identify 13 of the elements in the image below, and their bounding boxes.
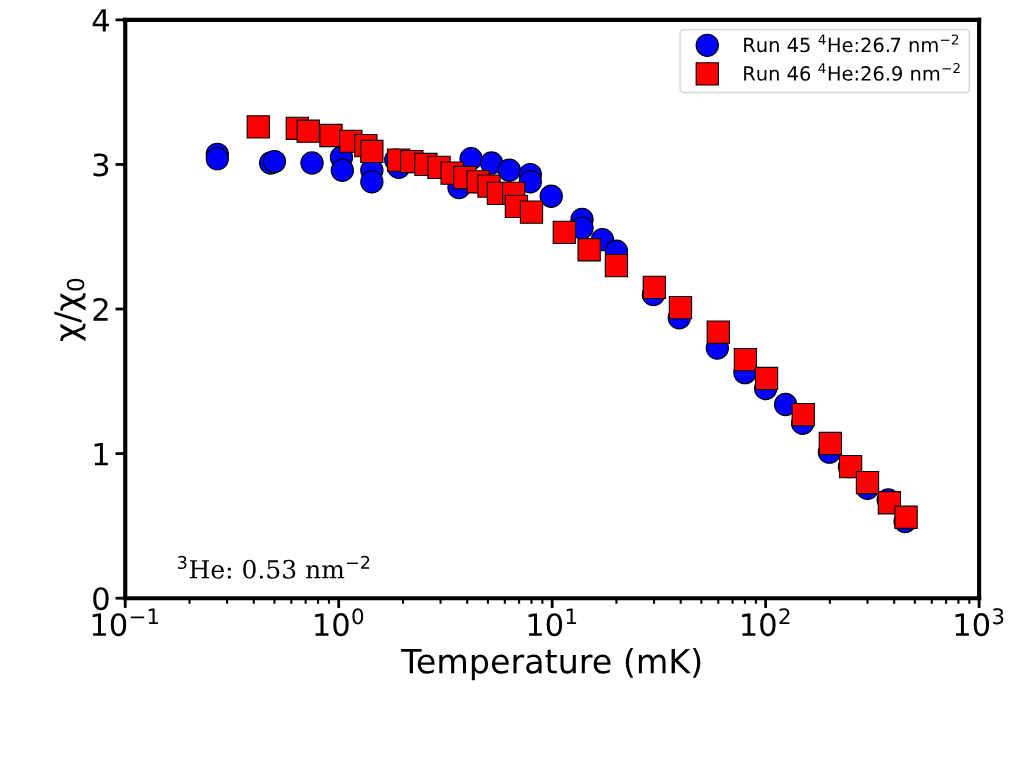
y-axis-title: χ/χ$_{0}$ [54, 278, 86, 342]
x-axis-title: Temperature (mK) [401, 647, 701, 681]
y-tick-label: 1 [94, 442, 108, 466]
legend-label: Run 45 $^{4}$He:26.7 nm$^{−2}$ [744, 34, 959, 53]
x-tick-label: 10$^{3}$ [955, 608, 1004, 637]
x-tick-label: 10$^{0}$ [315, 608, 364, 637]
legend-label: Run 46 $^{4}$He:26.9 nm$^{−2}$ [744, 62, 960, 81]
annotation: $^{3}$He: 0.53 nm$^{−2}$ [178, 555, 370, 579]
x-tick-label: 10$^{1}$ [528, 608, 577, 637]
x-tick-label: 10$^{2}$ [742, 608, 790, 637]
y-tick-label: 4 [92, 9, 109, 32]
y-tick-label: 3 [93, 153, 109, 177]
y-tick-label: 2 [93, 297, 108, 321]
